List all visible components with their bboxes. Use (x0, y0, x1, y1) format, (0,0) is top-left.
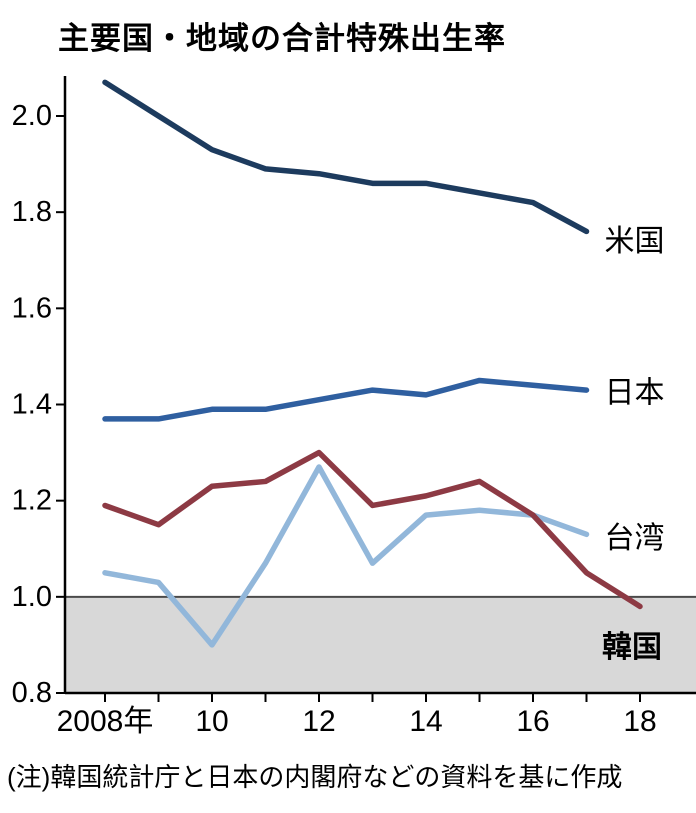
series-label-us: 米国 (605, 225, 665, 258)
series-line-taiwan (102, 464, 590, 648)
source-note: (注)韓国統計庁と日本の内閣府などの資料を基に作成 (7, 762, 623, 792)
y-tick-label: 1.2 (12, 485, 52, 517)
y-tick-label: 1.6 (12, 292, 52, 324)
series-line-us (102, 79, 590, 235)
x-tick-label: 10 (195, 705, 228, 738)
series-label-taiwan: 台湾 (605, 522, 665, 555)
y-tick-label: 1.8 (12, 196, 52, 228)
y-tick-label: 0.8 (12, 677, 52, 709)
series-label-korea: 韓国 (602, 631, 662, 664)
series-label-japan: 日本 (605, 377, 665, 410)
x-tick-label: 2008年 (57, 705, 154, 738)
below-one-band (65, 596, 696, 693)
chart-title: 主要国・地域の合計特殊出生率 (58, 21, 506, 56)
y-tick-label: 2.0 (12, 100, 52, 132)
x-tick-label: 18 (623, 705, 656, 738)
series-line-japan (102, 377, 590, 422)
y-tick-label: 1.0 (12, 581, 52, 613)
series-line-korea (102, 449, 643, 610)
y-tick-label: 1.4 (12, 389, 52, 421)
x-tick-label: 16 (516, 705, 549, 738)
x-tick-label: 12 (302, 705, 335, 738)
x-tick-label: 14 (409, 705, 442, 738)
